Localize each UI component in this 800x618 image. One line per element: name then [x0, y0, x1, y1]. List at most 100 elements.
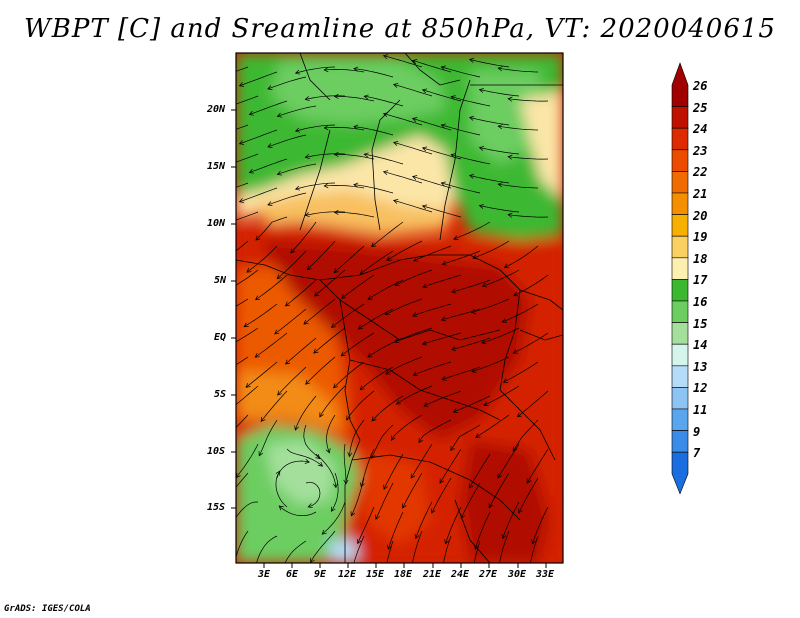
- streamline: [441, 366, 481, 380]
- streamline-arrow: [453, 235, 459, 241]
- streamline-arrow: [507, 154, 513, 160]
- streamline: [422, 332, 462, 345]
- streamline-arrow: [340, 351, 346, 357]
- streamline-arrow: [527, 571, 531, 575]
- streamline-arrow: [367, 352, 373, 358]
- streamline: [236, 95, 259, 105]
- streamline: [502, 303, 539, 323]
- streamline: [236, 124, 249, 130]
- streamline: [383, 453, 404, 490]
- streamline: [256, 535, 278, 563]
- colorbar: [671, 62, 689, 495]
- streamline-arrow: [386, 256, 392, 261]
- streamline: [236, 501, 259, 519]
- streamline-arrow: [313, 348, 319, 354]
- lat-label-15n: 15N: [207, 161, 226, 172]
- streamline-arrow: [431, 508, 436, 514]
- streamline: [532, 506, 549, 544]
- streamline: [471, 298, 510, 313]
- streamline-arrow: [333, 151, 339, 157]
- lon-label-12e: 12E: [338, 569, 357, 580]
- streamline-arrow: [333, 383, 339, 389]
- streamline: [334, 96, 375, 102]
- streamline-arrow: [341, 294, 347, 299]
- colorbar-swatch: [671, 106, 689, 129]
- streamline-arrow: [363, 94, 369, 100]
- streamline-arrow: [232, 564, 236, 568]
- streamline-arrow: [382, 54, 389, 60]
- streamline: [333, 245, 365, 273]
- colorbar-swatch: [671, 127, 689, 151]
- field-southeast-orange: [360, 450, 430, 545]
- streamline: [422, 205, 462, 218]
- streamline-arrow: [255, 295, 261, 301]
- streamline: [236, 530, 249, 559]
- streamline: [236, 472, 249, 488]
- streamline: [385, 298, 423, 316]
- streamline-arrow: [359, 385, 365, 391]
- streamline: [526, 448, 549, 484]
- streamline: [349, 419, 365, 457]
- streamline-arrow: [323, 183, 329, 189]
- streamline-arrow: [267, 85, 273, 90]
- credit-text: GrADS: IGES/COLA: [4, 604, 91, 614]
- streamline: [451, 96, 491, 107]
- streamline: [386, 240, 423, 261]
- streamline: [479, 89, 520, 97]
- streamline: [469, 59, 510, 68]
- streamline-arrow: [460, 513, 466, 519]
- streamline: [334, 212, 375, 218]
- streamline-arrow: [276, 170, 282, 176]
- lat-label-20n: 20N: [207, 104, 226, 115]
- streamline: [423, 390, 462, 407]
- streamline: [441, 308, 481, 321]
- streamline-arrow: [395, 399, 402, 405]
- streamline: [413, 361, 452, 376]
- streamline-arrow: [371, 242, 377, 248]
- streamline: [371, 424, 394, 459]
- streamline: [275, 470, 288, 508]
- streamline-arrow: [507, 96, 513, 102]
- streamline-arrow: [278, 505, 284, 511]
- streamline-arrow: [502, 378, 509, 383]
- streamline: [239, 71, 278, 87]
- streamline-arrow: [227, 407, 232, 411]
- streamline-arrow: [290, 248, 296, 254]
- streamline-arrow: [481, 339, 487, 345]
- streamline: [319, 385, 346, 418]
- streamline-arrow: [306, 265, 312, 271]
- streamline-arrow: [421, 88, 428, 94]
- colorbar-label: 22: [693, 165, 708, 180]
- streamline: [249, 158, 288, 173]
- streamline: [303, 424, 321, 459]
- streamline: [471, 356, 510, 373]
- streamline-arrow: [224, 288, 229, 292]
- streamline-arrow: [471, 368, 477, 373]
- streamline: [310, 530, 336, 563]
- streamline-arrow: [450, 445, 455, 452]
- streamline-arrow: [382, 112, 389, 118]
- colorbar-label: 14: [693, 338, 708, 353]
- colorbar-swatch: [671, 235, 689, 259]
- colorbar-swatch: [671, 279, 689, 302]
- streamline: [236, 385, 259, 406]
- streamline-arrow: [384, 310, 390, 316]
- streamline-arrow: [243, 322, 249, 328]
- streamline-arrow: [441, 260, 447, 266]
- streamline: [479, 205, 520, 213]
- streamline-arrow: [382, 170, 389, 176]
- streamline-arrow: [478, 87, 484, 93]
- streamline: [306, 240, 336, 270]
- streamlines: [224, 54, 549, 575]
- streamline: [460, 482, 481, 519]
- lon-label-3e: 3E: [258, 569, 271, 580]
- colorbar-swatch: [671, 149, 689, 172]
- streamline: [391, 414, 423, 441]
- map-title: WBPT [C] and Sreamline at 850hPa, VT: 20…: [24, 14, 776, 44]
- streamline: [276, 250, 307, 279]
- streamline-arrow: [531, 539, 537, 545]
- colorbar-label: 7: [693, 446, 701, 461]
- streamline-arrow: [294, 69, 301, 75]
- streamline: [340, 332, 375, 357]
